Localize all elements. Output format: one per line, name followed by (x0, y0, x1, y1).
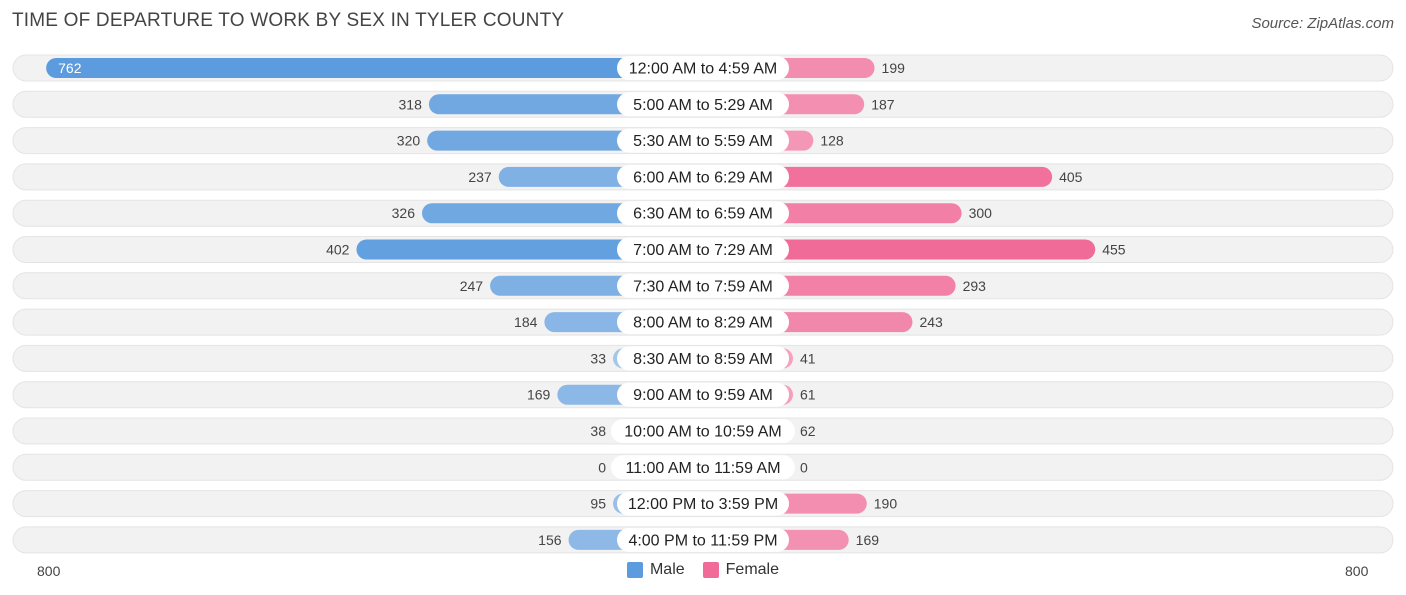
value-label-male: 320 (397, 133, 421, 149)
value-label-male: 326 (392, 205, 416, 221)
value-label-female: 41 (800, 350, 816, 366)
bar-female (703, 239, 1096, 260)
value-label-male: 156 (538, 532, 562, 548)
value-label-male: 402 (326, 242, 350, 258)
category-pill (617, 382, 789, 407)
value-label-female: 300 (969, 205, 993, 221)
category-pill (611, 419, 795, 443)
legend-label-male: Male (649, 561, 685, 578)
legend-label-female: Female (725, 561, 780, 578)
legend-item-male[interactable]: Male (626, 561, 685, 579)
value-label-male: 184 (514, 314, 538, 330)
value-label-male: 169 (527, 387, 551, 403)
value-label-female: 169 (856, 532, 880, 548)
category-pill (611, 455, 795, 480)
value-label-male: 95 (590, 496, 606, 512)
axis-left-label: 800 (37, 563, 61, 579)
category-label: 6:30 AM to 6:59 AM (633, 206, 773, 223)
category-label: 5:30 AM to 5:59 AM (633, 133, 773, 150)
value-label-female: 455 (1102, 242, 1126, 258)
legend-swatch-female (702, 562, 719, 578)
category-pill (617, 491, 789, 516)
legend-item-female[interactable]: Female (702, 561, 780, 579)
value-label-female: 187 (871, 96, 895, 112)
value-label-female: 405 (1059, 169, 1083, 185)
value-label-male: 318 (399, 96, 423, 112)
axis-right-label: 800 (1345, 563, 1369, 579)
category-label: 6:00 AM to 6:29 AM (633, 169, 773, 186)
category-pill (617, 527, 789, 552)
value-label-female: 61 (800, 387, 816, 403)
chart-title: TIME OF DEPARTURE TO WORK BY SEX IN TYLE… (12, 10, 565, 31)
bar-female (703, 166, 1053, 187)
category-pill (617, 164, 789, 189)
value-label-female: 62 (800, 423, 816, 439)
category-label: 7:30 AM to 7:59 AM (633, 278, 773, 295)
value-label-female: 293 (963, 278, 987, 294)
source-label: Source: ZipAtlas.com (1251, 15, 1394, 32)
category-pill (617, 201, 789, 226)
value-label-female: 128 (820, 133, 844, 149)
category-label: 12:00 PM to 3:59 PM (628, 496, 778, 513)
category-label: 10:00 AM to 10:59 AM (624, 424, 781, 441)
category-label: 4:00 PM to 11:59 PM (628, 532, 777, 549)
bar-male (46, 58, 703, 78)
category-label: 5:00 AM to 5:29 AM (633, 97, 773, 114)
value-label-male: 33 (590, 350, 606, 366)
value-label-female: 190 (874, 496, 898, 512)
category-label: 8:30 AM to 8:59 AM (633, 351, 773, 368)
category-label: 9:00 AM to 9:59 AM (633, 387, 773, 404)
category-pill (617, 92, 789, 117)
category-pill (617, 273, 789, 298)
category-label: 11:00 AM to 11:59 AM (625, 460, 780, 477)
category-pill (617, 128, 789, 153)
category-pill (617, 310, 789, 335)
category-label: 7:00 AM to 7:29 AM (633, 242, 773, 259)
category-pill (617, 237, 789, 262)
value-label-male: 0 (598, 459, 606, 475)
category-pill (617, 346, 789, 371)
value-label-female: 199 (882, 60, 906, 76)
value-label-female: 0 (800, 459, 808, 475)
category-label: 8:00 AM to 8:29 AM (633, 315, 773, 332)
value-label-female: 243 (919, 314, 943, 330)
bar-male (356, 239, 703, 260)
category-label: 12:00 AM to 4:59 AM (629, 61, 778, 78)
value-label-male: 247 (460, 278, 484, 294)
legend: Male Female (0, 561, 1406, 579)
value-label-male: 38 (590, 423, 606, 439)
category-pill (617, 56, 789, 80)
legend-swatch-male (626, 562, 643, 578)
value-label-male: 762 (58, 60, 82, 76)
value-label-male: 237 (468, 169, 492, 185)
